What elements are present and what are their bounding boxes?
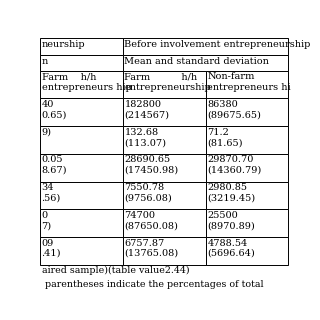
Text: 9): 9)	[42, 128, 52, 137]
Text: 4788.54
(5696.64): 4788.54 (5696.64)	[207, 239, 255, 258]
Bar	[123, 71, 206, 99]
Bar	[123, 154, 206, 182]
Text: Farm          h/h
entrepreneurship: Farm h/h entrepreneurship	[124, 72, 211, 92]
Bar	[123, 182, 206, 209]
Bar	[206, 182, 288, 209]
Bar	[40, 99, 123, 126]
Bar	[206, 209, 288, 237]
Text: 86380
(89675.65): 86380 (89675.65)	[207, 100, 261, 119]
Bar	[40, 237, 123, 265]
Bar	[40, 209, 123, 237]
Bar	[123, 126, 206, 154]
Text: 71.2
(81.65): 71.2 (81.65)	[207, 128, 243, 147]
Bar	[40, 38, 123, 55]
Text: 28690.65
(17450.98): 28690.65 (17450.98)	[124, 156, 179, 175]
Text: 25500
(8970.89): 25500 (8970.89)	[207, 211, 255, 230]
Bar	[123, 209, 206, 237]
Text: 74700
(87650.08): 74700 (87650.08)	[124, 211, 178, 230]
Text: 2980.85
(3219.45): 2980.85 (3219.45)	[207, 183, 256, 203]
Text: n: n	[42, 57, 48, 66]
Text: Mean and standard deviation: Mean and standard deviation	[124, 57, 269, 66]
Text: 6757.87
(13765.08): 6757.87 (13765.08)	[124, 239, 179, 258]
Text: 34
.56): 34 .56)	[42, 183, 61, 203]
Text: 7550.78
(9756.08): 7550.78 (9756.08)	[124, 183, 172, 203]
Text: 40
0.65): 40 0.65)	[42, 100, 67, 119]
Bar	[123, 55, 288, 71]
Text: Farm    h/h
entrepreneurs hip: Farm h/h entrepreneurs hip	[42, 72, 132, 92]
Text: 132.68
(113.07): 132.68 (113.07)	[124, 128, 166, 147]
Text: aired sample)(table value2.44): aired sample)(table value2.44)	[42, 266, 189, 276]
Text: 0.05
8.67): 0.05 8.67)	[42, 156, 67, 175]
Bar	[206, 99, 288, 126]
Bar	[40, 182, 123, 209]
Bar	[206, 154, 288, 182]
Bar	[123, 237, 206, 265]
Bar	[123, 99, 206, 126]
Bar	[206, 237, 288, 265]
Bar	[123, 38, 288, 55]
Text: Before involvement entrepreneurship: Before involvement entrepreneurship	[124, 40, 311, 49]
Text: neurship: neurship	[42, 40, 85, 49]
Text: 29870.70
(14360.79): 29870.70 (14360.79)	[207, 156, 262, 175]
Bar	[206, 71, 288, 99]
Bar	[206, 126, 288, 154]
Bar	[40, 126, 123, 154]
Bar	[40, 55, 123, 71]
Bar	[40, 154, 123, 182]
Text: parentheses indicate the percentages of total: parentheses indicate the percentages of …	[42, 280, 263, 289]
Text: 0
7): 0 7)	[42, 211, 52, 230]
Bar	[40, 71, 123, 99]
Text: Non-farm
entrepreneurs hi: Non-farm entrepreneurs hi	[207, 72, 291, 92]
Text: 182800
(214567): 182800 (214567)	[124, 100, 170, 119]
Text: 09
.41): 09 .41)	[42, 239, 61, 258]
